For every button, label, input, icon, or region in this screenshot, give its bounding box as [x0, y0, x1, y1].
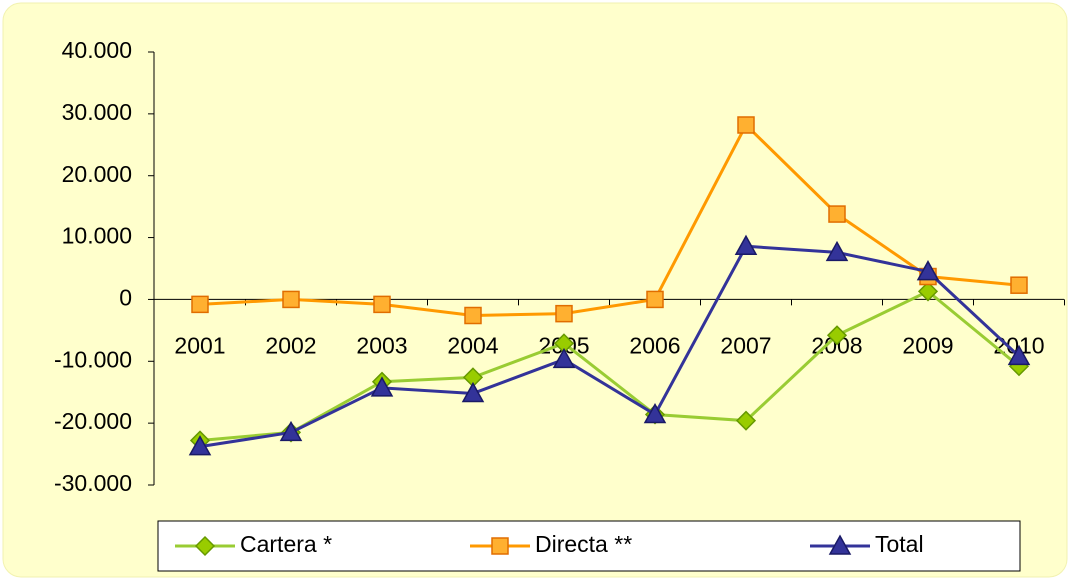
data-point	[1010, 276, 1028, 294]
x-tick-label: 2004	[447, 333, 498, 359]
series-line	[199, 289, 1020, 442]
data-point	[461, 381, 485, 403]
data-point	[188, 435, 212, 456]
data-point	[917, 281, 939, 302]
legend-marker	[491, 537, 509, 555]
y-tick-label: -30.000	[54, 470, 132, 496]
data-point	[734, 234, 758, 255]
data-point	[646, 290, 664, 309]
data-point	[735, 410, 757, 431]
x-tick-label: 2003	[356, 333, 407, 359]
data-point	[373, 295, 391, 314]
data-point	[552, 347, 576, 369]
x-tick-label: 2009	[902, 333, 953, 359]
legend-marker	[194, 535, 216, 557]
data-point	[826, 325, 848, 346]
y-tick-label: 20.000	[62, 161, 132, 187]
y-tick-label: 0	[119, 285, 132, 311]
x-tick-label: 2007	[720, 333, 771, 359]
legend-label: Directa **	[535, 531, 632, 557]
data-point	[737, 116, 755, 134]
data-point	[643, 402, 667, 424]
series-line	[199, 244, 1021, 449]
y-tick-label: -20.000	[54, 408, 132, 434]
data-point	[370, 376, 394, 397]
legend-label: Total	[875, 531, 924, 557]
series-line	[199, 122, 1020, 318]
data-point	[828, 205, 846, 223]
data-point	[1007, 344, 1031, 366]
x-tick-label: 2002	[265, 333, 316, 359]
y-tick-label: 30.000	[62, 99, 132, 125]
x-tick-label: 2006	[629, 333, 680, 359]
legend-marker	[828, 534, 852, 555]
data-point	[191, 295, 209, 314]
data-point	[555, 304, 573, 323]
data-point	[282, 290, 300, 309]
data-point	[279, 420, 303, 442]
data-point	[825, 240, 849, 262]
data-point	[916, 260, 940, 281]
y-tick-label: -10.000	[54, 346, 132, 372]
y-tick-label: 10.000	[62, 223, 132, 249]
y-tick-label: 40.000	[62, 37, 132, 63]
data-point	[464, 306, 482, 325]
legend-label: Cartera *	[240, 531, 332, 557]
legend-box	[157, 520, 1021, 572]
x-tick-label: 2001	[174, 333, 225, 359]
